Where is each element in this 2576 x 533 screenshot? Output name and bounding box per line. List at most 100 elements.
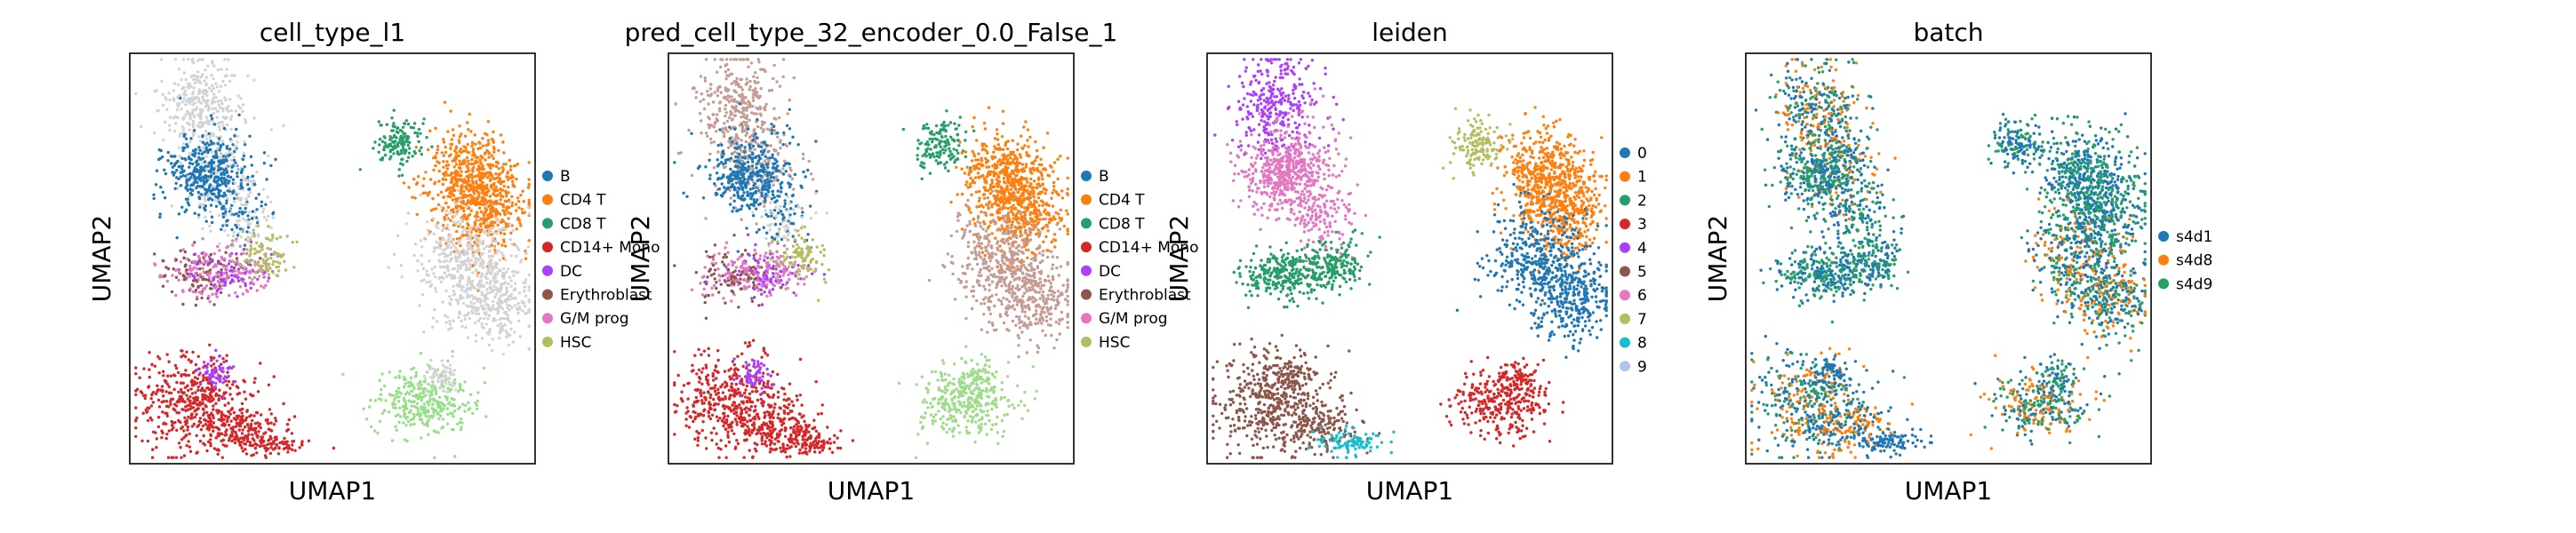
scatter-point xyxy=(724,114,727,118)
scatter-point xyxy=(206,164,210,168)
scatter-point xyxy=(217,287,220,291)
scatter-point xyxy=(504,222,508,226)
scatter-point xyxy=(256,435,260,439)
scatter-point xyxy=(708,126,711,130)
scatter-point xyxy=(416,269,420,273)
scatter-point xyxy=(276,452,281,456)
scatter-point xyxy=(182,256,186,260)
scatter-point xyxy=(268,238,272,243)
scatter-point xyxy=(507,211,510,215)
legend-marker xyxy=(542,242,553,253)
scatter-point xyxy=(459,243,462,248)
scatter-point xyxy=(197,91,201,96)
scatter-point xyxy=(185,394,188,397)
scatter-point xyxy=(164,96,167,99)
scatter-point xyxy=(454,145,459,148)
scatter-point xyxy=(476,299,479,303)
scatter-point xyxy=(505,175,508,179)
scatter-point xyxy=(245,258,249,261)
scatter-point xyxy=(241,103,245,107)
scatter-point xyxy=(473,133,476,137)
scatter-point xyxy=(214,402,218,405)
scatter-point xyxy=(252,275,257,280)
scatter-point xyxy=(479,282,484,286)
scatter-point xyxy=(432,232,436,236)
scatter-point xyxy=(262,215,267,219)
scatter-point xyxy=(167,91,171,95)
scatter-point xyxy=(212,380,215,385)
scatter-point xyxy=(196,176,200,179)
scatter-point xyxy=(229,211,233,215)
scatter-point xyxy=(196,254,201,259)
scatter-point xyxy=(448,191,452,195)
scatter-point xyxy=(206,362,210,366)
scatter-point xyxy=(176,104,180,107)
scatter-point xyxy=(490,261,493,266)
scatter-point xyxy=(208,224,212,228)
scatter-point xyxy=(487,250,492,253)
scatter-point xyxy=(170,456,173,459)
scatter-point xyxy=(500,218,504,222)
scatter-point xyxy=(495,199,499,203)
scatter-point xyxy=(151,448,155,451)
scatter-point xyxy=(252,215,256,219)
scatter-point xyxy=(748,88,751,91)
scatter-point xyxy=(156,354,160,359)
scatter-point xyxy=(286,447,291,450)
scatter-point xyxy=(442,195,445,199)
scatter-point xyxy=(766,150,770,154)
scatter-point xyxy=(491,338,494,341)
scatter-point xyxy=(183,89,188,93)
scatter-point xyxy=(209,355,213,359)
scatter-point xyxy=(470,280,474,284)
scatter-point xyxy=(480,290,484,294)
scatter-point xyxy=(400,173,404,177)
scatter-point xyxy=(216,373,220,377)
scatter-point xyxy=(236,192,240,195)
scatter-point xyxy=(190,267,194,271)
scatter-point xyxy=(472,152,476,156)
scatter-point xyxy=(174,122,178,125)
scatter-point xyxy=(433,180,437,185)
scatter-point xyxy=(754,207,758,211)
scatter-point xyxy=(484,198,487,202)
scatter-point xyxy=(452,188,457,193)
scatter-point xyxy=(188,407,192,411)
scatter-point xyxy=(433,307,436,312)
scatter-point xyxy=(208,136,212,140)
scatter-point xyxy=(406,211,411,215)
scatter-point xyxy=(513,288,516,291)
scatter-point xyxy=(196,113,200,116)
scatter-point xyxy=(462,179,466,182)
scatter-point xyxy=(732,199,736,203)
scatter-point xyxy=(420,245,424,249)
scatter-point xyxy=(471,284,475,288)
scatter-point xyxy=(431,386,435,390)
scatter-point xyxy=(216,168,220,171)
scatter-point xyxy=(744,139,748,144)
scatter-point xyxy=(739,77,742,82)
scatter-point xyxy=(212,397,215,402)
scatter-point xyxy=(457,139,461,142)
scatter-point xyxy=(212,371,217,375)
scatter-point xyxy=(438,275,442,280)
scatter-point xyxy=(189,137,193,140)
scatter-point xyxy=(740,58,745,61)
scatter-point xyxy=(221,265,226,268)
scatter-point xyxy=(210,116,214,121)
scatter-point xyxy=(484,204,488,208)
scatter-point xyxy=(228,439,231,442)
scatter-point xyxy=(419,193,422,197)
scatter-point xyxy=(213,187,217,192)
scatter-point xyxy=(431,196,435,201)
scatter-point xyxy=(227,415,231,419)
scatter-point xyxy=(208,134,212,138)
scatter-point xyxy=(210,364,213,368)
scatter-point xyxy=(504,244,508,248)
scatter-point xyxy=(164,120,167,123)
scatter-point xyxy=(507,267,510,271)
scatter-point xyxy=(194,178,197,181)
scatter-point xyxy=(255,289,259,292)
scatter-point xyxy=(450,298,453,301)
scatter-point xyxy=(221,370,225,374)
